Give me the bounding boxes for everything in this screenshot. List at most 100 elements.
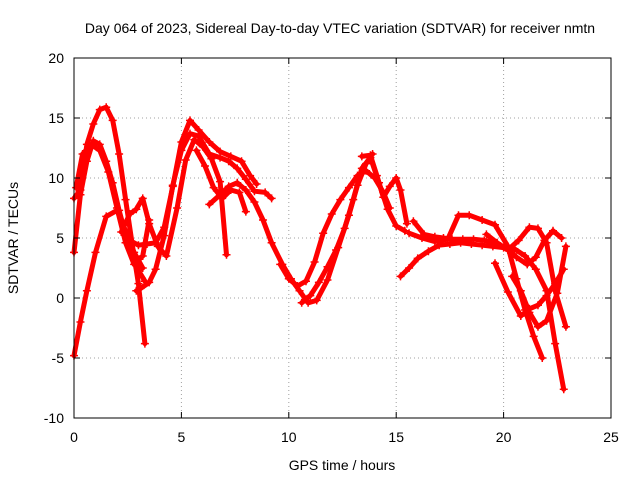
data-point-marker xyxy=(117,228,126,236)
data-point-marker xyxy=(130,260,139,269)
data-point-marker xyxy=(162,252,171,260)
data-point-marker xyxy=(276,260,285,269)
data-point-marker xyxy=(559,385,568,394)
data-point-marker xyxy=(301,277,310,286)
data-point-marker xyxy=(112,204,121,212)
data-point-marker xyxy=(392,174,401,182)
data-point-marker xyxy=(512,253,521,262)
data-point-marker xyxy=(181,156,190,164)
y-tick-label: 10 xyxy=(48,170,64,186)
data-point-marker xyxy=(430,237,439,246)
data-point-marker xyxy=(160,223,169,232)
data-point-marker xyxy=(357,164,366,173)
data-point-marker xyxy=(185,116,194,125)
data-point-marker xyxy=(132,205,141,214)
data-point-marker xyxy=(405,229,414,238)
data-point-marker xyxy=(400,226,409,235)
data-point-marker xyxy=(151,265,160,274)
data-point-marker xyxy=(134,266,143,275)
data-point-marker xyxy=(237,157,246,166)
series-line-sat-j xyxy=(277,168,393,289)
data-point-marker xyxy=(78,150,87,158)
data-point-marker xyxy=(241,175,250,184)
y-tick-label: 15 xyxy=(48,110,64,126)
data-point-marker xyxy=(525,308,534,317)
data-point-marker xyxy=(108,116,117,125)
data-point-marker xyxy=(542,291,551,300)
data-point-marker xyxy=(503,246,512,254)
data-point-marker xyxy=(336,195,345,204)
data-point-marker xyxy=(465,211,474,220)
data-point-marker xyxy=(145,219,154,228)
data-point-marker xyxy=(383,205,392,214)
data-point-marker xyxy=(458,235,467,244)
data-point-marker xyxy=(340,224,349,233)
data-point-marker xyxy=(250,187,259,196)
data-point-marker xyxy=(413,254,422,263)
data-point-marker xyxy=(115,150,124,158)
data-point-marker xyxy=(405,264,414,272)
data-point-marker xyxy=(138,264,147,272)
data-point-marker xyxy=(478,216,487,224)
data-point-marker xyxy=(132,286,141,295)
data-point-marker xyxy=(121,195,130,204)
data-point-marker xyxy=(224,182,233,191)
x-tick-label: 15 xyxy=(388,429,404,445)
y-axis-title: SDTVAR / TECUs xyxy=(5,182,21,294)
y-tick-label: -5 xyxy=(52,350,65,366)
data-point-marker xyxy=(205,138,214,146)
data-point-marker xyxy=(327,210,336,218)
series-line-sat-d xyxy=(73,141,152,267)
data-point-marker xyxy=(284,274,293,283)
data-point-marker xyxy=(533,322,542,331)
y-tick-label: -10 xyxy=(44,410,64,426)
data-point-marker xyxy=(222,250,231,259)
data-point-marker xyxy=(173,204,182,212)
data-point-marker xyxy=(216,190,225,199)
x-axis-title: GPS time / hours xyxy=(289,457,396,473)
data-point-marker xyxy=(366,151,375,160)
data-point-marker xyxy=(194,126,203,134)
data-point-marker xyxy=(349,195,358,204)
data-point-marker xyxy=(357,152,366,161)
data-point-marker xyxy=(250,198,259,206)
data-point-marker xyxy=(372,171,381,180)
data-point-marker xyxy=(259,216,268,224)
x-tick-label: 0 xyxy=(70,429,78,445)
data-point-marker xyxy=(417,234,426,242)
data-point-marker xyxy=(332,246,341,254)
data-point-marker xyxy=(514,236,523,245)
data-point-marker xyxy=(76,318,85,326)
data-point-marker xyxy=(82,286,91,295)
data-point-marker xyxy=(561,322,570,331)
data-point-marker xyxy=(293,282,302,290)
data-point-marker xyxy=(233,178,242,187)
data-point-marker xyxy=(125,236,134,245)
data-point-marker xyxy=(521,252,530,260)
data-point-marker xyxy=(201,162,210,170)
series-line-sat-m xyxy=(398,240,567,392)
data-point-marker xyxy=(323,276,332,284)
x-tick-label: 10 xyxy=(281,429,297,445)
data-point-marker xyxy=(344,183,353,192)
y-tick-label: 5 xyxy=(56,230,64,246)
data-point-marker xyxy=(95,146,104,155)
data-point-marker xyxy=(379,193,388,202)
data-point-marker xyxy=(261,188,270,197)
data-point-marker xyxy=(396,186,405,194)
data-point-marker xyxy=(531,265,540,274)
data-point-marker xyxy=(205,200,214,209)
data-point-marker xyxy=(491,259,500,268)
data-point-marker xyxy=(102,212,111,221)
data-point-marker xyxy=(533,301,542,310)
series-layer xyxy=(70,103,570,394)
x-tick-label: 25 xyxy=(603,429,619,445)
data-point-marker xyxy=(533,224,542,233)
data-point-marker xyxy=(121,238,130,247)
data-point-marker xyxy=(312,296,321,305)
data-point-marker xyxy=(424,247,433,256)
data-point-marker xyxy=(306,291,315,300)
x-tick-label: 5 xyxy=(178,429,186,445)
data-point-marker xyxy=(267,194,276,203)
data-point-marker xyxy=(267,238,276,247)
